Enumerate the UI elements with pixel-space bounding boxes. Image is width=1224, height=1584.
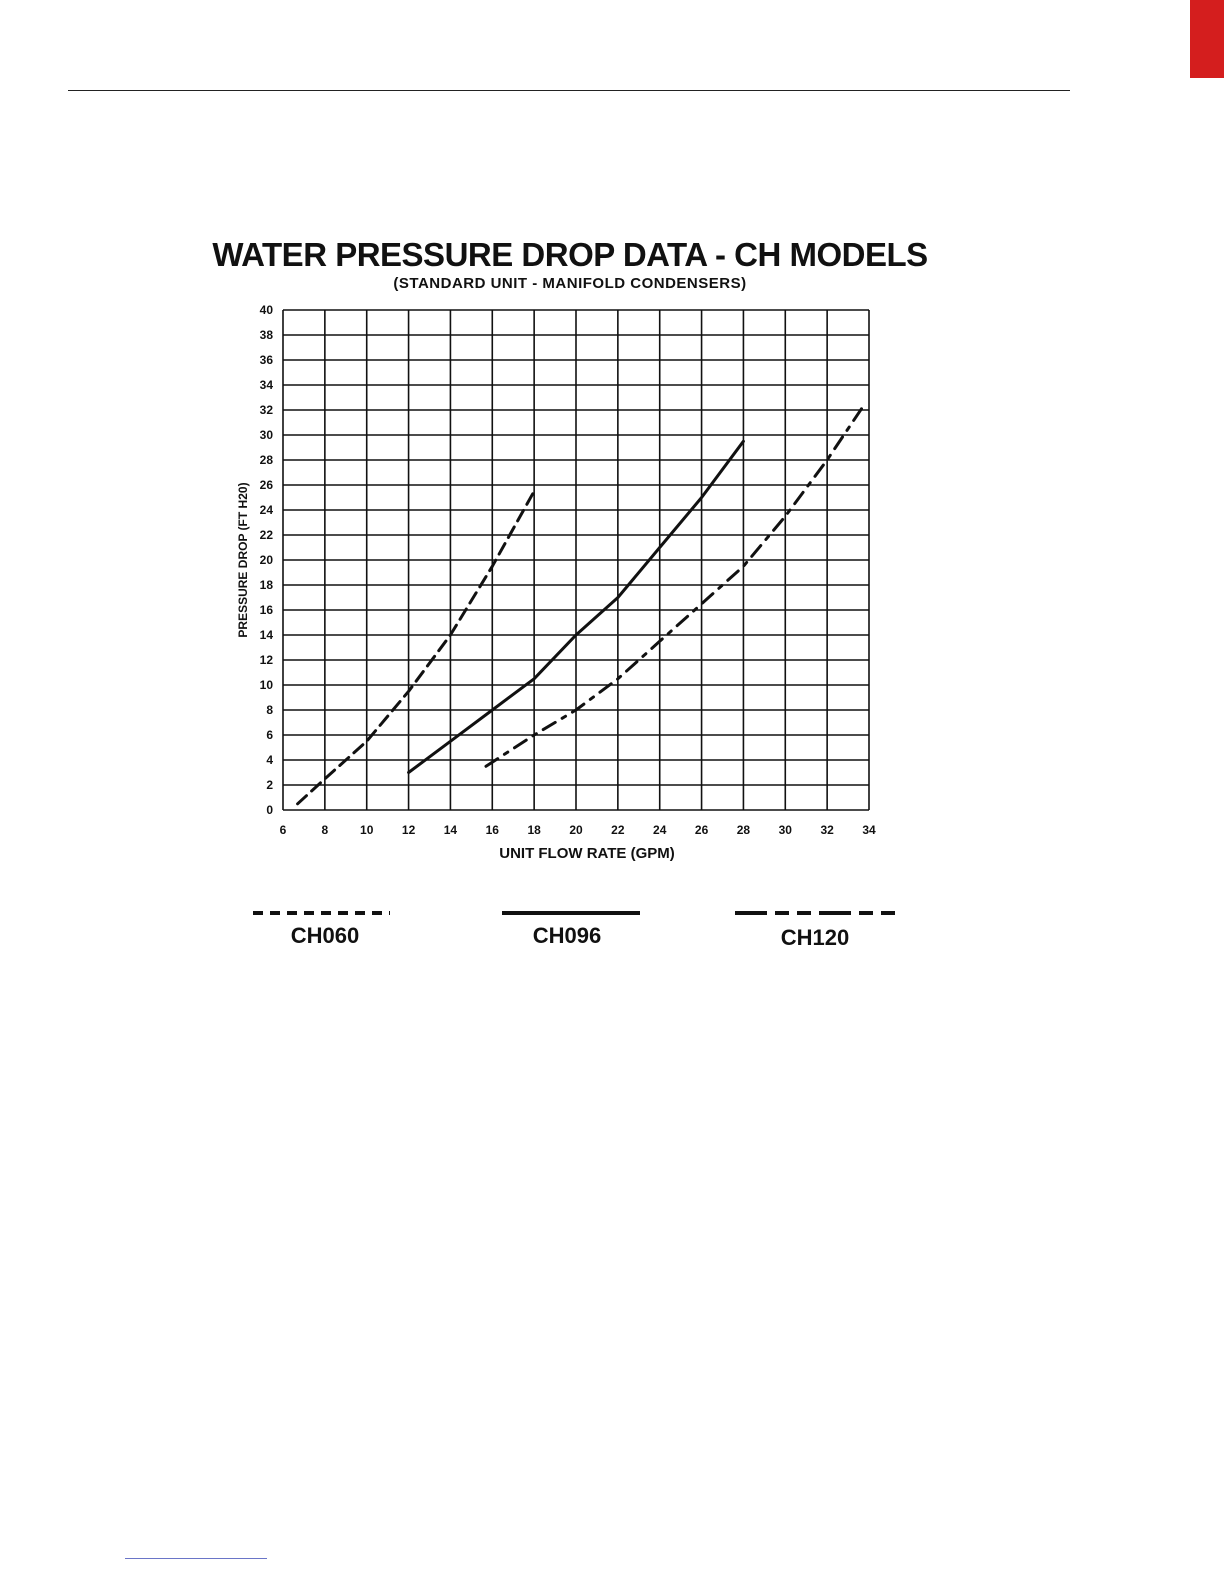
chart-grid: [282, 309, 870, 811]
series-line-ch096: [407, 439, 745, 774]
x-tick-label: 22: [611, 823, 625, 837]
series-line-ch060: [296, 489, 536, 806]
x-tick-label: 8: [322, 823, 329, 837]
footer-link-underline[interactable]: [125, 1558, 267, 1559]
y-tick-label: 36: [260, 353, 274, 367]
y-tick-label: 28: [260, 453, 274, 467]
chart-title: WATER PRESSURE DROP DATA - CH MODELS: [212, 236, 928, 273]
y-tick-label: 12: [260, 653, 274, 667]
y-tick-label: 34: [260, 378, 274, 392]
legend: [253, 911, 898, 915]
y-tick-label: 6: [266, 728, 273, 742]
y-tick-label: 32: [260, 403, 274, 417]
y-tick-label: 0: [266, 803, 273, 817]
y-tick-label: 4: [266, 753, 273, 767]
y-tick-label: 2: [266, 778, 273, 792]
legend-label-ch120: CH120: [780, 925, 850, 950]
x-axis-label: UNIT FLOW RATE (GPM): [499, 845, 675, 862]
y-tick-label: 16: [260, 603, 274, 617]
y-tick-label: 20: [260, 553, 274, 567]
x-tick-label: 20: [569, 823, 583, 837]
x-tick-label: 12: [402, 823, 416, 837]
y-tick-label: 30: [260, 428, 274, 442]
y-tick-label: 18: [260, 578, 274, 592]
x-tick-label: 16: [486, 823, 500, 837]
x-tick-label: 10: [360, 823, 374, 837]
page-accent-bar: [1190, 0, 1224, 78]
chart-plot: 6 8 10 12 14 16 18 20 22 24 26 28 30 32 34 02468101214…: [260, 303, 876, 837]
x-tick-label: 6: [280, 823, 287, 837]
header-rule: [68, 90, 1070, 91]
y-tick-label: 38: [260, 328, 274, 342]
y-tick-label: 22: [260, 528, 274, 542]
y-tick-label: 26: [260, 478, 274, 492]
x-tick-label: 24: [653, 823, 667, 837]
chart-subtitle: (STANDARD UNIT - MANIFOLD CONDENSERS): [393, 275, 747, 292]
x-tick-label: 28: [737, 823, 751, 837]
x-tick-label: 32: [820, 823, 834, 837]
x-tick-label: 26: [695, 823, 709, 837]
x-tick-label: 34: [862, 823, 876, 837]
legend-label-ch096: CH096: [532, 923, 602, 948]
chart-series: [296, 402, 867, 806]
y-tick-label: 24: [260, 503, 274, 517]
y-tick-label: 10: [260, 678, 274, 692]
x-tick-labels: 6 8 10 12 14 16 18 20 22 24 26 28 30 32 34: [280, 823, 876, 837]
x-tick-label: 14: [444, 823, 458, 837]
legend-label-ch060: CH060: [290, 923, 360, 948]
y-tick-label: 8: [266, 703, 273, 717]
y-tick-label: 14: [260, 628, 274, 642]
y-tick-label: 40: [260, 303, 274, 317]
x-tick-label: 30: [779, 823, 793, 837]
series-line-ch120: [484, 402, 867, 768]
x-tick-label: 18: [527, 823, 541, 837]
